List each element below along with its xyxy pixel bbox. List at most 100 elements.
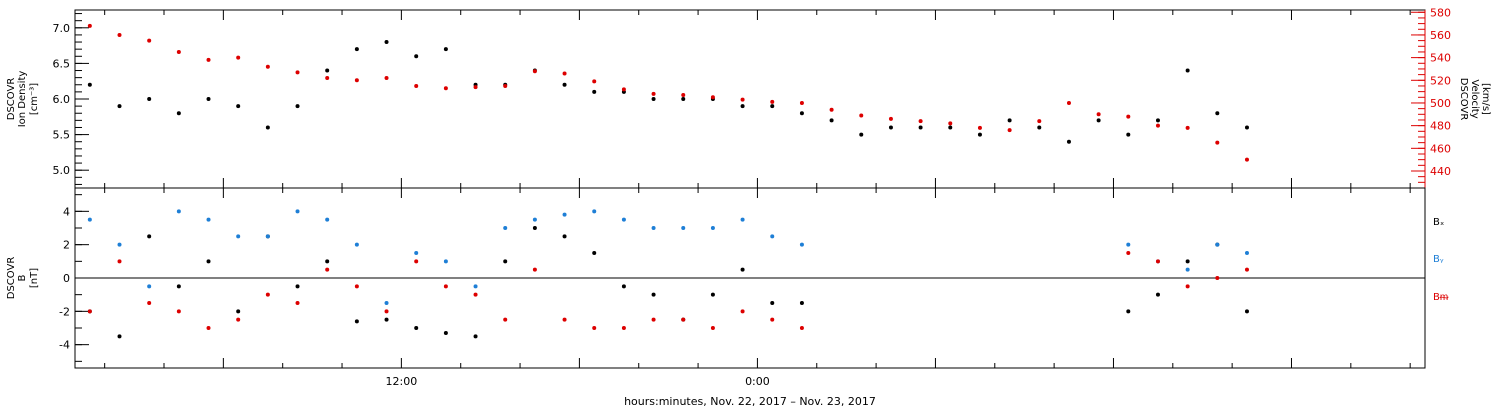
bottom-panel-marks	[87, 209, 1249, 339]
by-point	[295, 209, 300, 214]
velocity-point	[1096, 112, 1101, 117]
velocity-ylabel-line-3: [km/s]	[1480, 83, 1491, 115]
velocity-point	[354, 78, 359, 83]
velocity-tick-label: 480	[1430, 120, 1451, 133]
velocity-point	[948, 121, 953, 126]
density-point	[948, 125, 953, 130]
velocity-tick-label: 440	[1430, 165, 1451, 178]
velocity-point	[87, 23, 92, 28]
density-point	[770, 104, 775, 109]
legend-bx: Bₓ	[1433, 217, 1444, 228]
density-point	[1037, 125, 1042, 130]
velocity-tick-label: 520	[1430, 74, 1451, 87]
by-point	[1244, 251, 1249, 255]
bz-point	[473, 292, 478, 297]
bz-point	[621, 326, 626, 330]
density-point	[443, 47, 448, 52]
velocity-point	[503, 83, 508, 88]
b-field-axis: -4 -2 0 2 4	[59, 194, 89, 362]
velocity-point	[562, 71, 567, 76]
by-point	[1185, 267, 1190, 272]
bx-point	[1185, 259, 1190, 264]
by-point	[681, 226, 686, 230]
velocity-point	[265, 64, 270, 69]
by-point	[117, 242, 122, 247]
by-point	[147, 284, 152, 289]
velocity-point	[888, 116, 893, 121]
velocity-point	[443, 86, 448, 91]
by-point	[443, 259, 448, 264]
bz-point	[87, 309, 92, 314]
density-point	[117, 104, 122, 109]
velocity-point	[740, 97, 745, 102]
density-point	[918, 125, 923, 130]
bz-point	[710, 326, 715, 330]
bz-point	[147, 301, 152, 305]
bz-point	[503, 317, 508, 322]
bz-point	[532, 267, 537, 272]
bx-point	[473, 334, 478, 339]
velocity-point	[918, 119, 923, 124]
bz-point	[770, 317, 775, 322]
by-point	[651, 226, 656, 230]
velocity-tick-label: 460	[1430, 142, 1451, 155]
bx-point	[176, 284, 181, 289]
density-point	[1215, 111, 1220, 116]
velocity-point	[1244, 157, 1249, 162]
bx-point	[384, 317, 389, 322]
density-point	[562, 82, 567, 87]
b-tick-label: 2	[63, 239, 70, 252]
legend-bz: Bᵯ	[1433, 292, 1449, 303]
velocity-tick-label: 560	[1430, 29, 1451, 42]
top-panel-frame	[74, 9, 1426, 189]
bx-point	[1126, 309, 1131, 314]
density-point	[829, 118, 834, 123]
density-point	[888, 125, 893, 130]
velocity-point	[651, 91, 656, 96]
density-point	[859, 132, 864, 137]
bx-point	[592, 251, 597, 255]
velocity-point	[1155, 123, 1160, 128]
bx-point	[532, 226, 537, 230]
bz-point	[236, 317, 241, 322]
by-point	[354, 242, 359, 247]
density-tick-label: 6.0	[53, 93, 71, 106]
density-tick-label: 5.5	[53, 129, 71, 142]
density-point	[681, 97, 686, 101]
bz-point	[1185, 284, 1190, 289]
by-point	[265, 234, 270, 239]
velocity-axis: 440 460 480 500 520 540 560 580	[1411, 6, 1451, 188]
by-point	[562, 212, 567, 217]
bz-point	[1215, 276, 1220, 280]
bz-point	[325, 267, 330, 272]
bz-point	[443, 284, 448, 289]
bz-point	[265, 292, 270, 297]
bx-point	[236, 309, 241, 314]
bz-point	[206, 326, 211, 330]
density-point	[1155, 118, 1160, 123]
velocity-point	[147, 38, 152, 43]
density-point	[236, 104, 241, 109]
density-ylabel-line-2: Ion Density	[17, 71, 28, 128]
density-point	[1126, 132, 1131, 137]
x-tick-label-1200: 12:00	[386, 375, 418, 388]
bz-point	[1155, 259, 1160, 264]
density-point	[206, 97, 211, 101]
by-point	[532, 217, 537, 222]
density-point	[1066, 139, 1071, 144]
bx-point	[354, 319, 359, 324]
velocity-point	[710, 95, 715, 100]
time-axis	[104, 10, 1411, 368]
velocity-point	[977, 125, 982, 130]
velocity-point	[770, 99, 775, 104]
by-point	[770, 234, 775, 239]
by-point	[236, 234, 241, 239]
bx-point	[443, 331, 448, 335]
by-point	[621, 217, 626, 222]
b-tick-label: -2	[59, 305, 70, 318]
density-tick-label: 6.5	[53, 57, 71, 70]
bz-point	[1244, 267, 1249, 272]
velocity-tick-label: 500	[1430, 97, 1451, 110]
velocity-point	[236, 55, 241, 60]
